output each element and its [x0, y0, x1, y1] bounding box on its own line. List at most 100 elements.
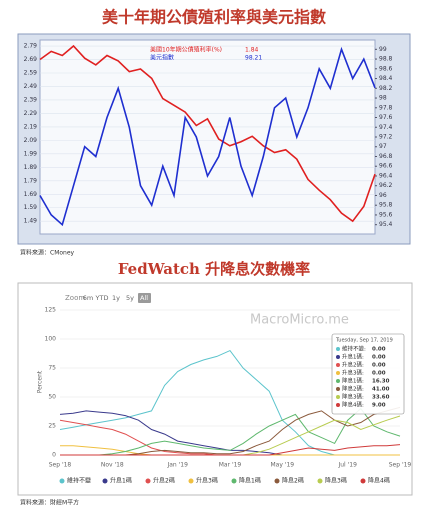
tooltip-dot [336, 387, 340, 391]
tooltip-label: 降息3碼: [342, 393, 364, 401]
x-tick-label: Sep '19 [389, 462, 412, 469]
legend-value: 1.84 [245, 47, 259, 54]
tooltip-label: 降息4碼: [342, 401, 364, 409]
y-tick-label: 100 [45, 336, 57, 343]
y2-tick-label: 96.2 [379, 182, 393, 189]
y-tick-label: 1.79 [24, 177, 38, 184]
y2-tick-label: 96.6 [379, 163, 393, 170]
legend-label: 美元指數 [150, 54, 174, 62]
y2-tick-label: 97 [379, 143, 387, 150]
tooltip-label: 維持不變: [342, 345, 366, 353]
legend-swatch[interactable] [317, 478, 323, 484]
y-tick-label: 1.49 [24, 218, 38, 225]
legend-swatch[interactable] [360, 478, 366, 484]
legend-label[interactable]: 升息3碼 [196, 477, 218, 485]
tooltip-value: 16.30 [372, 379, 390, 385]
y-tick-label: 0 [52, 452, 56, 459]
tooltip-title: Tuesday, Sep 17, 2019 [335, 338, 393, 344]
tooltip-box [331, 333, 405, 415]
y2-tick-label: 95.4 [379, 221, 393, 228]
y2-tick-label: 97.6 [379, 114, 393, 121]
y-tick-label: 2.39 [24, 96, 38, 103]
tooltip-value: 0.00 [372, 347, 386, 353]
y2-tick-label: 96.8 [379, 153, 393, 160]
legend-label[interactable]: 升息1碼 [110, 477, 132, 485]
y-tick-label: 1.89 [24, 164, 38, 171]
y2-tick-label: 98.2 [379, 85, 393, 92]
legend-label[interactable]: 降息4碼 [368, 477, 390, 485]
tooltip-value: 0.00 [372, 371, 386, 377]
series-line [60, 444, 401, 456]
y-tick-label: 1.59 [24, 204, 38, 211]
legend-swatch[interactable] [102, 478, 108, 484]
legend-label[interactable]: 降息3碼 [325, 477, 347, 485]
y2-tick-label: 97.4 [379, 124, 393, 131]
source: 資料來源：財經M平方 [20, 499, 79, 507]
y-axis-label: Percent [37, 370, 44, 393]
tooltip-dot [336, 347, 340, 351]
y2-tick-label: 99 [379, 46, 387, 53]
y-tick-label: 2.69 [24, 56, 38, 63]
zoom-label: Zoom [65, 294, 85, 302]
y2-tick-label: 95.8 [379, 202, 393, 209]
series-line [39, 44, 376, 223]
legend-swatch[interactable] [59, 478, 65, 484]
range-button-bg [138, 293, 151, 303]
y2-tick-label: 97.8 [379, 104, 393, 111]
y2-tick-label: 96.4 [379, 172, 393, 179]
tooltip-label: 升息3碼: [342, 369, 364, 377]
tooltip-dot [336, 363, 340, 367]
y-tick-label: 50 [48, 394, 56, 401]
y-tick-label: 2.19 [24, 123, 38, 130]
y-tick-label: 1.69 [24, 191, 38, 198]
chart-title: FedWatch 升降息次數機率 [118, 260, 310, 278]
legend-label[interactable]: 維持不變 [67, 477, 91, 485]
plot-area [39, 39, 376, 235]
y2-tick-label: 98.6 [379, 65, 393, 72]
legend-swatch[interactable] [188, 478, 194, 484]
range-button[interactable]: All [140, 294, 148, 302]
y-tick-label: 2.79 [24, 43, 38, 50]
tooltip-label: 升息1碼: [342, 353, 364, 361]
x-tick-label: Mar '19 [219, 462, 242, 469]
chart-title: 美十年期公債殖利率與美元指數 [102, 8, 326, 27]
tooltip-label: 升息2碼: [342, 361, 364, 369]
x-tick-label: May '19 [271, 462, 295, 469]
legend-label[interactable]: 升息2碼 [153, 477, 175, 485]
tooltip-dot [336, 403, 340, 407]
series-line [60, 407, 401, 456]
legend-swatch[interactable] [231, 478, 237, 484]
y-tick-label: 75 [48, 365, 56, 372]
tooltip-value: 33.60 [372, 395, 390, 401]
y-tick-label: 2.49 [24, 83, 38, 90]
legend-swatch[interactable] [274, 478, 280, 484]
tooltip-dot [336, 395, 340, 399]
legend-label[interactable]: 降息2碼 [282, 477, 304, 485]
source: 資料來源：CMoney [20, 249, 75, 257]
y-tick-label: 2.09 [24, 137, 38, 144]
legend-value: 98.21 [245, 55, 262, 62]
x-tick-label: Nov '18 [101, 462, 124, 469]
x-tick-label: Jan '19 [166, 462, 188, 469]
x-tick-label: Jul '19 [337, 462, 357, 469]
legend-label[interactable]: 降息1碼 [239, 477, 261, 485]
tooltip-dot [336, 371, 340, 375]
tooltip-dot [336, 355, 340, 359]
tooltip-dot [336, 379, 340, 383]
y-tick-label: 2.59 [24, 69, 38, 76]
range-button[interactable]: 6m [83, 294, 93, 302]
legend-swatch[interactable] [145, 478, 151, 484]
range-button[interactable]: 1y [112, 294, 120, 302]
tooltip-label: 降息2碼: [342, 385, 364, 393]
range-button[interactable]: 5y [126, 294, 134, 302]
y2-tick-label: 98.4 [379, 75, 393, 82]
tooltip-value: 0.00 [372, 355, 386, 361]
y2-tick-label: 95.6 [379, 211, 393, 218]
y-tick-label: 125 [45, 307, 57, 314]
y2-tick-label: 97.2 [379, 134, 393, 141]
y-tick-label: 2.29 [24, 110, 38, 117]
y-tick-label: 1.99 [24, 150, 38, 157]
tooltip-value: 0.00 [372, 363, 386, 369]
range-button[interactable]: YTD [95, 294, 109, 302]
